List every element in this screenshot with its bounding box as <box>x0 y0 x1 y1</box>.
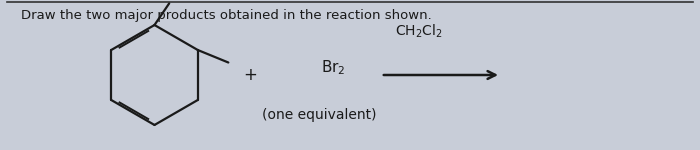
Text: (one equivalent): (one equivalent) <box>262 108 377 122</box>
Text: CH$_2$Cl$_2$: CH$_2$Cl$_2$ <box>395 22 442 40</box>
Text: Br$_2$: Br$_2$ <box>321 58 345 77</box>
Text: +: + <box>244 66 258 84</box>
Text: Draw the two major products obtained in the reaction shown.: Draw the two major products obtained in … <box>21 9 431 22</box>
